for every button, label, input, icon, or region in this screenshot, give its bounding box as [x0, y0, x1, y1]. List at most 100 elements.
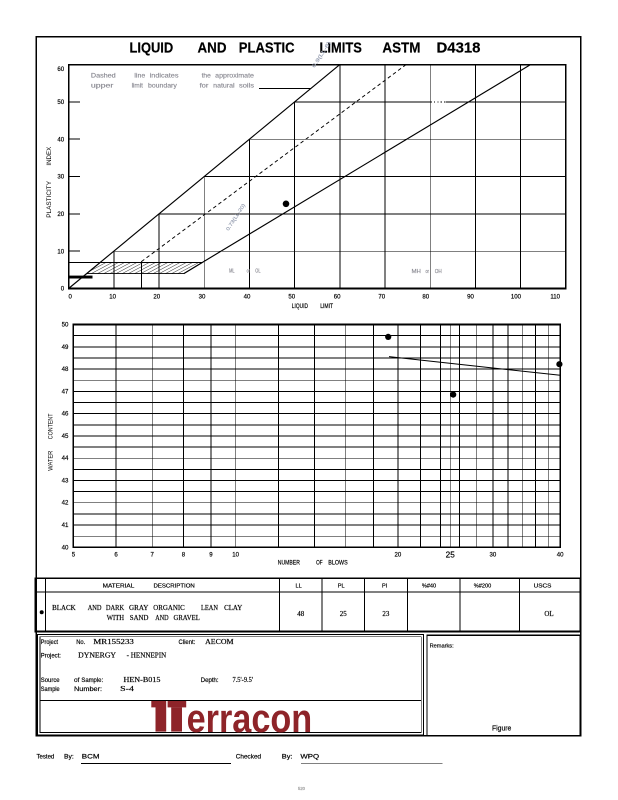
- svg-text:indicates: indicates: [150, 73, 179, 80]
- svg-text:Sample: Sample: [41, 686, 60, 693]
- svg-text:approximate: approximate: [215, 73, 254, 80]
- svg-text:AND: AND: [155, 614, 168, 622]
- svg-text:AND: AND: [88, 604, 102, 612]
- svg-text:D4318: D4318: [437, 41, 481, 57]
- svg-text:GRAVEL: GRAVEL: [174, 614, 200, 622]
- svg-text:70: 70: [378, 293, 385, 300]
- svg-text:50: 50: [62, 322, 69, 329]
- svg-text:23: 23: [382, 610, 390, 618]
- svg-text:20: 20: [57, 211, 64, 218]
- svg-text:HEN-B015: HEN-B015: [124, 677, 162, 684]
- svg-text:ORGANIC: ORGANIC: [153, 604, 185, 612]
- svg-text:LL: LL: [295, 584, 301, 590]
- svg-text:Checked: Checked: [236, 755, 261, 761]
- svg-text:40: 40: [62, 544, 69, 551]
- svg-text:DYNERGY: DYNERGY: [78, 653, 116, 660]
- svg-text:WITH: WITH: [107, 614, 124, 622]
- svg-text:DESCRIPTION: DESCRIPTION: [154, 584, 195, 590]
- svg-text:boundary: boundary: [148, 82, 178, 89]
- svg-text:CLAY: CLAY: [224, 604, 242, 612]
- svg-text:LIMIT: LIMIT: [320, 304, 333, 310]
- svg-text:OF: OF: [316, 561, 323, 567]
- svg-text:50: 50: [288, 293, 295, 300]
- svg-text:10: 10: [109, 293, 116, 300]
- svg-text:30: 30: [57, 174, 64, 181]
- svg-text:PLASTIC: PLASTIC: [239, 41, 295, 57]
- svg-text:OH: OH: [435, 269, 442, 275]
- svg-text:100: 100: [511, 293, 522, 300]
- svg-text:LIQUID: LIQUID: [130, 41, 174, 57]
- svg-text:By:: By:: [64, 755, 74, 761]
- svg-text:Tested: Tested: [37, 755, 55, 761]
- svg-text:0: 0: [61, 286, 65, 293]
- svg-text:0: 0: [69, 293, 73, 300]
- svg-text:for: for: [200, 82, 210, 89]
- svg-text:LIMITS: LIMITS: [320, 41, 363, 57]
- svg-text:line: line: [134, 73, 145, 80]
- svg-text:MATERIAL: MATERIAL: [103, 584, 135, 590]
- svg-text:9: 9: [209, 552, 213, 559]
- svg-text:40: 40: [557, 552, 564, 559]
- svg-text:Dashed: Dashed: [91, 73, 116, 80]
- svg-text:Project: Project: [41, 639, 58, 646]
- svg-text:42: 42: [62, 500, 69, 507]
- svg-text:Sample:: Sample:: [81, 677, 103, 684]
- svg-text:MH: MH: [412, 269, 421, 275]
- svg-text:erracon: erracon: [187, 697, 313, 741]
- svg-text:60: 60: [57, 66, 64, 73]
- svg-text:OL: OL: [255, 268, 260, 274]
- svg-text:ML: ML: [229, 268, 234, 274]
- svg-text:Remarks:: Remarks:: [430, 643, 454, 649]
- svg-text:40: 40: [244, 293, 251, 300]
- svg-text:BLACK: BLACK: [52, 604, 76, 612]
- svg-text:49: 49: [62, 344, 69, 351]
- svg-text:ASTM: ASTM: [382, 41, 420, 57]
- svg-text:30: 30: [490, 552, 497, 559]
- svg-text:30: 30: [199, 293, 206, 300]
- svg-text:OL: OL: [544, 610, 553, 618]
- svg-text:Source: Source: [41, 677, 60, 684]
- svg-text:110: 110: [550, 293, 560, 300]
- svg-text:47: 47: [62, 388, 69, 395]
- svg-text:of: of: [74, 677, 80, 684]
- svg-text:DARK: DARK: [106, 604, 124, 612]
- svg-text:- HENNEPIN: - HENNEPIN: [127, 653, 167, 660]
- svg-text:Number:: Number:: [74, 686, 102, 693]
- svg-text:LEAN: LEAN: [201, 604, 218, 612]
- svg-text:%#40: %#40: [422, 584, 436, 590]
- svg-text:43: 43: [62, 478, 69, 485]
- svg-text:INDEX: INDEX: [46, 147, 53, 166]
- svg-text:Depth:: Depth:: [201, 677, 219, 684]
- svg-text:10: 10: [57, 248, 64, 255]
- svg-text:40: 40: [57, 136, 64, 143]
- svg-text:5: 5: [72, 552, 76, 559]
- svg-text:%#200: %#200: [474, 584, 491, 590]
- svg-text:USCS: USCS: [534, 584, 552, 590]
- svg-text:Client:: Client:: [179, 639, 196, 646]
- svg-text:PLASTICITY: PLASTICITY: [46, 181, 53, 218]
- svg-text:S-4: S-4: [120, 686, 134, 693]
- svg-text:7.5'-9.5': 7.5'-9.5': [233, 677, 254, 684]
- svg-text:or: or: [247, 268, 251, 274]
- svg-text:No.: No.: [76, 639, 85, 646]
- svg-text:soils: soils: [239, 82, 254, 89]
- svg-text:PL: PL: [338, 584, 345, 590]
- svg-text:AND: AND: [198, 41, 227, 57]
- svg-text:Figure: Figure: [492, 726, 511, 733]
- svg-text:48: 48: [297, 610, 305, 618]
- svg-text:SAND: SAND: [130, 614, 149, 622]
- svg-text:GRAY: GRAY: [129, 604, 148, 612]
- svg-text:44: 44: [62, 455, 69, 462]
- svg-text:20: 20: [153, 293, 160, 300]
- svg-text:NUMBER: NUMBER: [278, 561, 301, 567]
- svg-text:41: 41: [62, 522, 69, 529]
- svg-text:limit: limit: [132, 82, 144, 89]
- svg-text:By:: By:: [282, 755, 293, 761]
- svg-text:PI: PI: [382, 584, 388, 590]
- svg-text:CONTENT: CONTENT: [47, 413, 54, 439]
- svg-text:6: 6: [114, 552, 118, 559]
- svg-text:60: 60: [334, 293, 341, 300]
- svg-text:LIQUID: LIQUID: [292, 304, 309, 310]
- svg-text:25: 25: [446, 551, 456, 560]
- svg-text:the: the: [202, 73, 212, 80]
